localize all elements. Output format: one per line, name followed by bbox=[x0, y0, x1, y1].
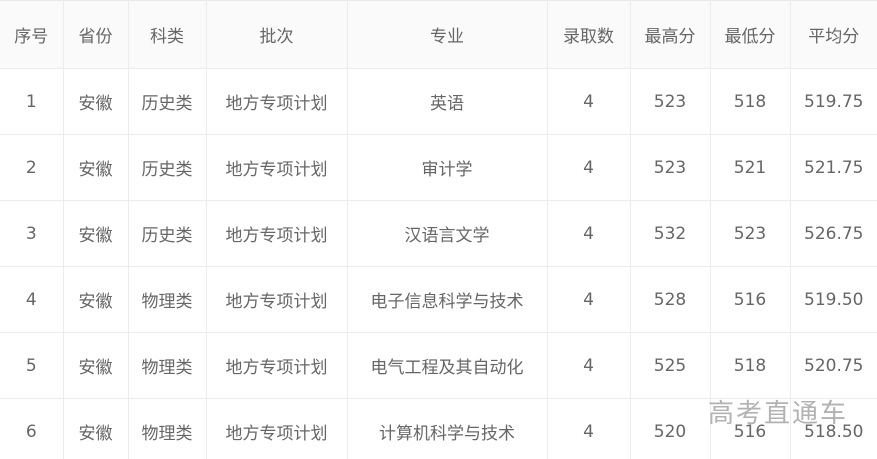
cell-max_score: 532 bbox=[630, 200, 711, 267]
cell-province: 安徽 bbox=[63, 68, 129, 135]
cell-batch: 地方专项计划 bbox=[206, 266, 348, 333]
cell-index: 1 bbox=[0, 68, 64, 135]
cell-category: 历史类 bbox=[128, 68, 207, 135]
cell-min_score: 518 bbox=[710, 332, 791, 399]
cell-avg_score: 518.50 bbox=[790, 398, 877, 459]
cell-admitted: 4 bbox=[547, 266, 631, 333]
table-header-row: 序号 省份 科类 批次 专业 录取数 最高分 最低分 平均分 bbox=[0, 0, 877, 69]
cell-index: 5 bbox=[0, 332, 64, 399]
cell-batch: 地方专项计划 bbox=[206, 332, 348, 399]
cell-major: 汉语言文学 bbox=[347, 200, 548, 267]
table-row: 5 安徽 物理类 地方专项计划 电气工程及其自动化 4 525 518 520.75 bbox=[0, 332, 877, 399]
column-header-index: 序号 bbox=[0, 0, 64, 69]
cell-batch: 地方专项计划 bbox=[206, 398, 348, 459]
cell-avg_score: 521.75 bbox=[790, 134, 877, 201]
column-header-province: 省份 bbox=[63, 0, 129, 69]
cell-max_score: 528 bbox=[630, 266, 711, 333]
table-row: 4 安徽 物理类 地方专项计划 电子信息科学与技术 4 528 516 519.50 bbox=[0, 266, 877, 333]
cell-province: 安徽 bbox=[63, 332, 129, 399]
cell-category: 物理类 bbox=[128, 266, 207, 333]
cell-avg_score: 519.75 bbox=[790, 68, 877, 135]
cell-category: 历史类 bbox=[128, 134, 207, 201]
cell-admitted: 4 bbox=[547, 68, 631, 135]
cell-min_score: 521 bbox=[710, 134, 791, 201]
table-row: 3 安徽 历史类 地方专项计划 汉语言文学 4 532 523 526.75 bbox=[0, 200, 877, 267]
cell-province: 安徽 bbox=[63, 266, 129, 333]
cell-min_score: 516 bbox=[710, 266, 791, 333]
cell-batch: 地方专项计划 bbox=[206, 134, 348, 201]
cell-category: 历史类 bbox=[128, 200, 207, 267]
cell-admitted: 4 bbox=[547, 332, 631, 399]
cell-index: 2 bbox=[0, 134, 64, 201]
column-header-major: 专业 bbox=[347, 0, 548, 69]
cell-major: 计算机科学与技术 bbox=[347, 398, 548, 459]
column-header-avg_score: 平均分 bbox=[790, 0, 877, 69]
table-row: 1 安徽 历史类 地方专项计划 英语 4 523 518 519.75 bbox=[0, 68, 877, 135]
cell-batch: 地方专项计划 bbox=[206, 68, 348, 135]
cell-province: 安徽 bbox=[63, 134, 129, 201]
column-header-max_score: 最高分 bbox=[630, 0, 711, 69]
cell-index: 3 bbox=[0, 200, 64, 267]
cell-avg_score: 520.75 bbox=[790, 332, 877, 399]
cell-category: 物理类 bbox=[128, 398, 207, 459]
table-row: 2 安徽 历史类 地方专项计划 审计学 4 523 521 521.75 bbox=[0, 134, 877, 201]
cell-admitted: 4 bbox=[547, 200, 631, 267]
cell-admitted: 4 bbox=[547, 398, 631, 459]
cell-max_score: 523 bbox=[630, 134, 711, 201]
cell-index: 6 bbox=[0, 398, 64, 459]
cell-major: 电子信息科学与技术 bbox=[347, 266, 548, 333]
column-header-min_score: 最低分 bbox=[710, 0, 791, 69]
cell-major: 审计学 bbox=[347, 134, 548, 201]
cell-max_score: 520 bbox=[630, 398, 711, 459]
cell-category: 物理类 bbox=[128, 332, 207, 399]
cell-major: 英语 bbox=[347, 68, 548, 135]
cell-index: 4 bbox=[0, 266, 64, 333]
cell-avg_score: 526.75 bbox=[790, 200, 877, 267]
cell-province: 安徽 bbox=[63, 398, 129, 459]
cell-max_score: 523 bbox=[630, 68, 711, 135]
cell-major: 电气工程及其自动化 bbox=[347, 332, 548, 399]
column-header-admitted: 录取数 bbox=[547, 0, 631, 69]
cell-min_score: 518 bbox=[710, 68, 791, 135]
cell-batch: 地方专项计划 bbox=[206, 200, 348, 267]
cell-min_score: 523 bbox=[710, 200, 791, 267]
cell-max_score: 525 bbox=[630, 332, 711, 399]
table-row: 6 安徽 物理类 地方专项计划 计算机科学与技术 4 520 516 518.50 bbox=[0, 398, 877, 459]
column-header-category: 科类 bbox=[128, 0, 207, 69]
cell-admitted: 4 bbox=[547, 134, 631, 201]
column-header-batch: 批次 bbox=[206, 0, 348, 69]
cell-province: 安徽 bbox=[63, 200, 129, 267]
cell-avg_score: 519.50 bbox=[790, 266, 877, 333]
cell-min_score: 516 bbox=[710, 398, 791, 459]
